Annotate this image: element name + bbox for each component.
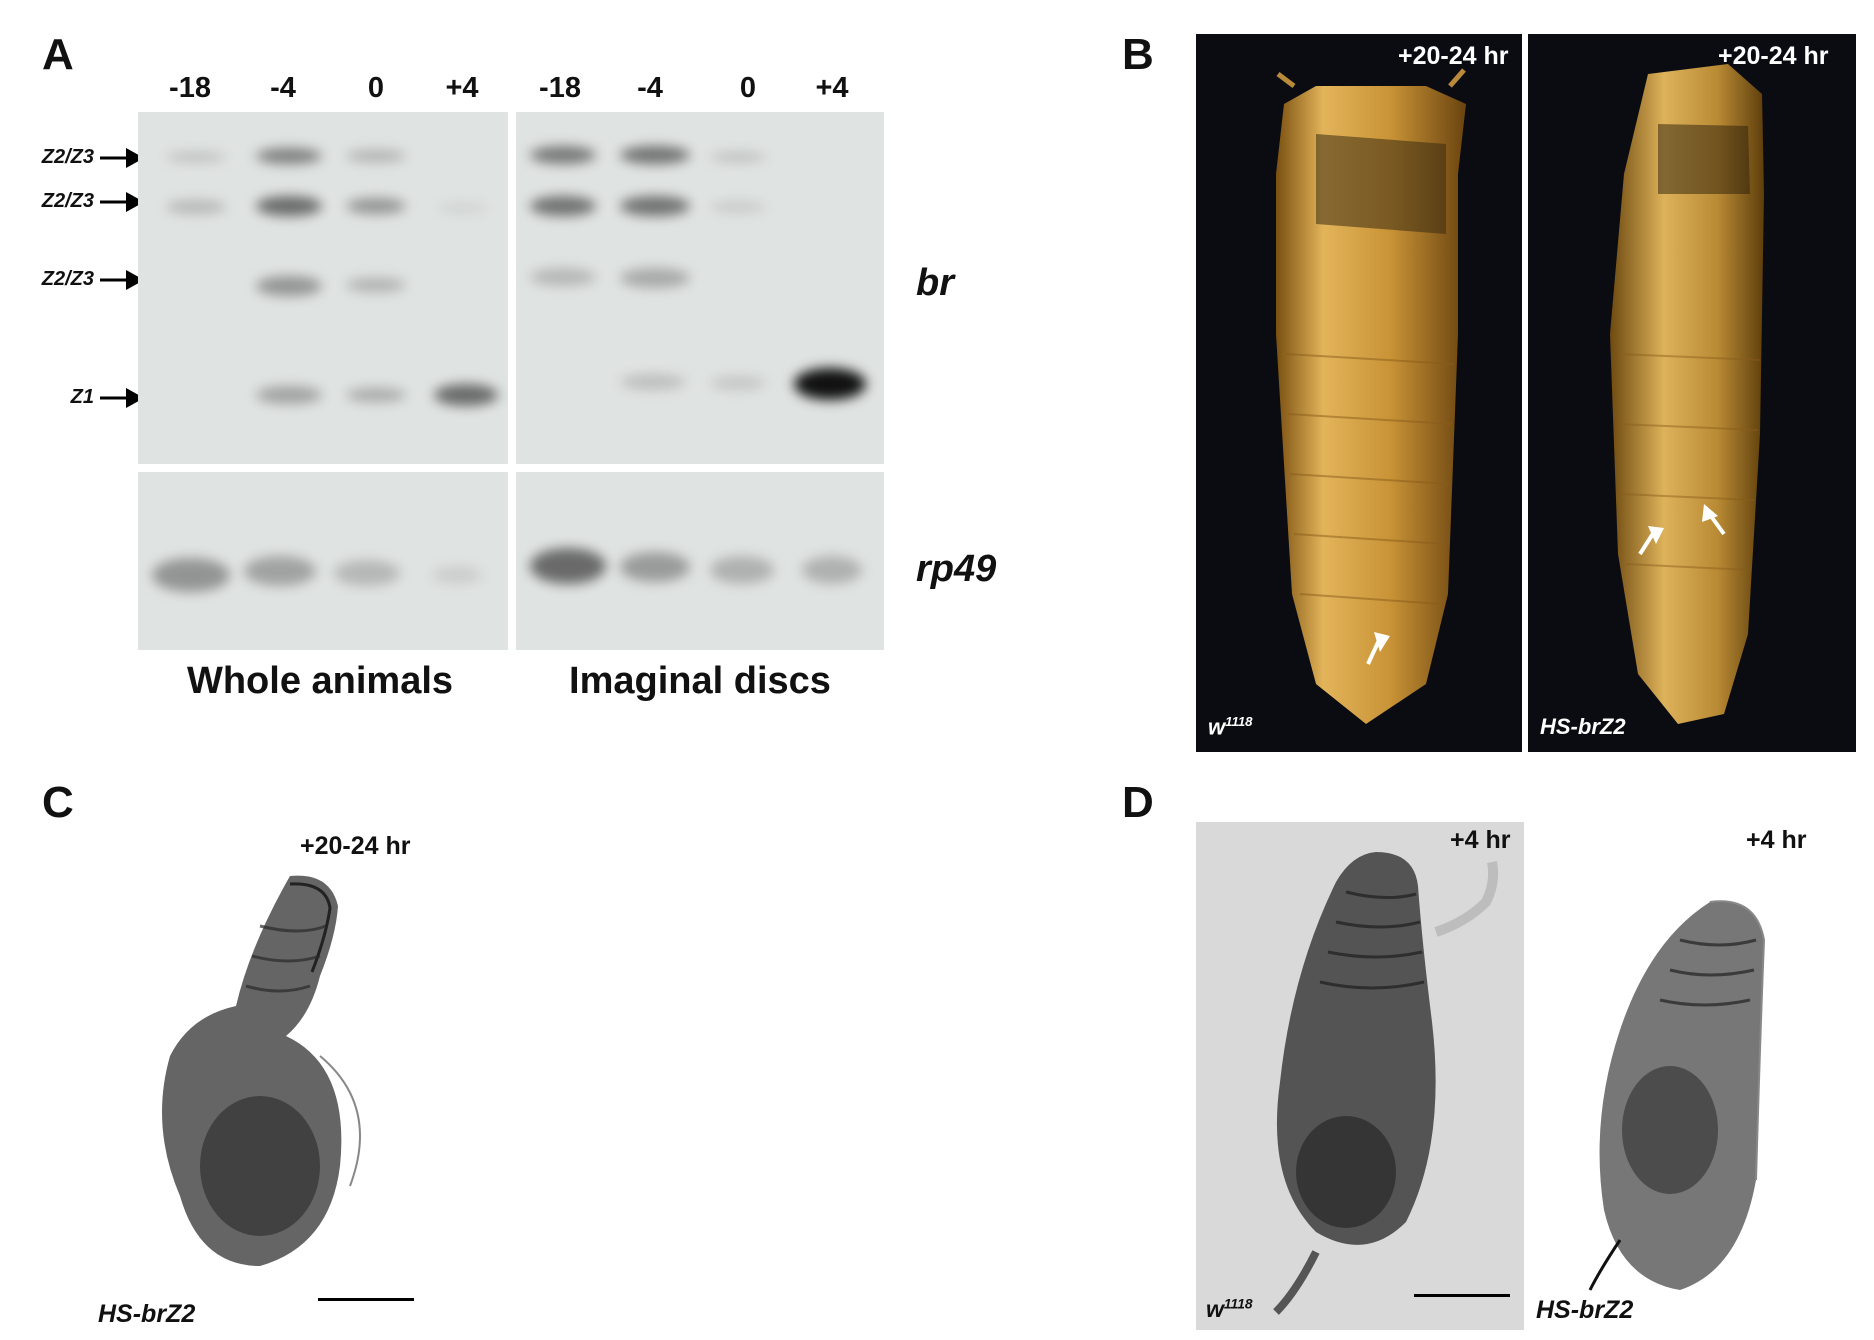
br-blot-imaginal-discs — [516, 112, 884, 464]
scale-bar — [1414, 1294, 1510, 1297]
lane-label: -18 — [520, 72, 600, 105]
lane-label: 0 — [708, 72, 788, 105]
genotype-label-w1118: w1118 — [1206, 1296, 1253, 1323]
time-label: +4 hr — [1746, 826, 1806, 855]
band-label-z2z3-1: Z2/Z3 — [4, 146, 94, 169]
time-label: +4 hr — [1450, 826, 1510, 855]
genotype-label-hs-brz2: HS-brZ2 — [1540, 714, 1626, 740]
panel-a-letter: A — [42, 30, 74, 80]
lane-label: +4 — [422, 72, 502, 105]
genotype-label-hs-brz2: HS-brZ2 — [1536, 1296, 1633, 1325]
dissected-tissue-photo-c — [140, 866, 400, 1286]
pupa-image — [1196, 34, 1522, 752]
rp49-blot-imaginal-discs — [516, 472, 884, 650]
panel-d-letter: D — [1122, 778, 1154, 828]
band-label-z1: Z1 — [4, 386, 94, 409]
lane-label: -4 — [243, 72, 323, 105]
genotype-label-hs-brz2: HS-brZ2 — [98, 1300, 195, 1329]
lane-label: +4 — [792, 72, 872, 105]
panel-c-letter: C — [42, 778, 74, 828]
dissected-tissue-photo-hs-brz2 — [1560, 880, 1790, 1300]
gene-label-br: br — [916, 262, 954, 305]
genotype-label-w1118: w1118 — [1208, 714, 1253, 740]
group-label-whole-animals: Whole animals — [150, 660, 490, 703]
tissue-image — [1196, 822, 1524, 1330]
panel-b-letter: B — [1122, 30, 1154, 80]
time-label: +20-24 hr — [300, 832, 411, 861]
dissected-tissue-photo-w1118 — [1196, 822, 1524, 1330]
pupa-photo-hs-brz2 — [1528, 34, 1856, 752]
group-label-imaginal-discs: Imaginal discs — [530, 660, 870, 703]
gene-label-rp49: rp49 — [916, 548, 996, 591]
band-label-z2z3-2: Z2/Z3 — [4, 190, 94, 213]
scale-bar — [318, 1298, 414, 1301]
lane-label: -18 — [150, 72, 230, 105]
lane-label: 0 — [336, 72, 416, 105]
pupa-photo-w1118 — [1196, 34, 1522, 752]
time-label: +20-24 hr — [1718, 42, 1829, 71]
lane-label: -4 — [610, 72, 690, 105]
br-blot-whole-animals — [138, 112, 508, 464]
tissue-image — [140, 866, 400, 1286]
time-label: +20-24 hr — [1398, 42, 1509, 71]
band-label-z2z3-3: Z2/Z3 — [4, 268, 94, 291]
pupa-image — [1528, 34, 1856, 752]
rp49-blot-whole-animals — [138, 472, 508, 650]
tissue-image — [1560, 880, 1790, 1300]
